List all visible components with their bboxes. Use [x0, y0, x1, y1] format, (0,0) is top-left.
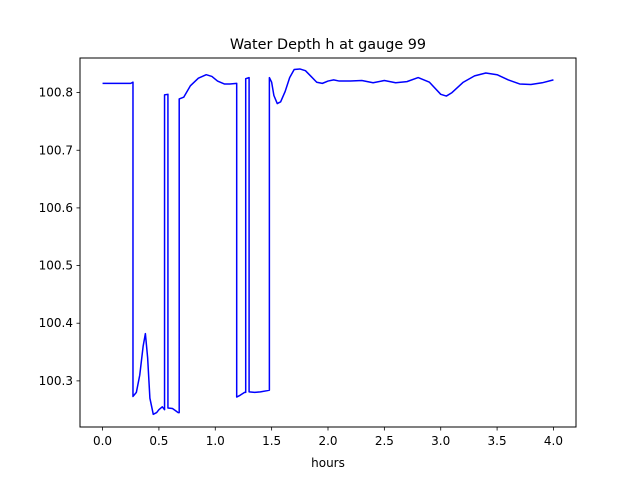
x-tick-label: 0.0 [93, 434, 112, 448]
x-tick-label: 3.5 [488, 434, 507, 448]
y-tick-label: 100.4 [39, 316, 73, 330]
y-tick-label: 100.3 [39, 374, 73, 388]
plot-content [102, 68, 554, 416]
x-tick-label: 0.5 [149, 434, 168, 448]
x-tick-label: 2.0 [318, 434, 337, 448]
x-tick-label: 3.0 [431, 434, 450, 448]
x-axis-ticks: 0.0 0.5 1.0 1.5 2.0 2.5 3.0 3.5 4.0 [93, 427, 563, 448]
y-tick-label: 100.8 [39, 86, 73, 100]
axes-frame [79, 57, 577, 428]
x-tick-label: 1.5 [262, 434, 281, 448]
series-line-water-depth [102, 68, 554, 416]
x-tick-label: 4.0 [544, 434, 563, 448]
y-tick-label: 100.5 [39, 259, 73, 273]
y-tick-label: 100.6 [39, 201, 73, 215]
y-axis-ticks: 100.3 100.4 100.5 100.6 100.7 100.8 [39, 86, 80, 388]
x-axis-label: hours [311, 456, 345, 470]
y-tick-label: 100.7 [39, 143, 73, 157]
x-tick-label: 2.5 [375, 434, 394, 448]
chart-title: Water Depth h at gauge 99 [230, 37, 426, 53]
x-tick-label: 1.0 [206, 434, 225, 448]
